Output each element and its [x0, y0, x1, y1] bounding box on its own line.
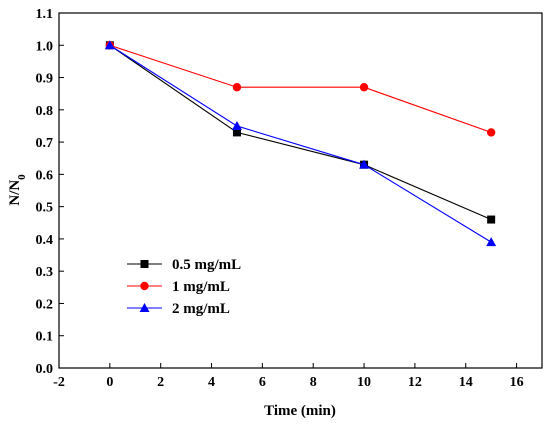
plot-frame [58, 12, 543, 369]
data-point [486, 128, 496, 137]
x-tick-label: 12 [408, 375, 422, 390]
x-tick-label: 0 [106, 375, 113, 390]
data-point [486, 237, 497, 247]
x-tick-label: 16 [510, 375, 524, 390]
x-tick-label: 2 [157, 375, 164, 390]
series-3 [104, 40, 497, 247]
x-tick-label: -2 [53, 375, 65, 390]
y-tick-label: 0.7 [36, 136, 54, 151]
y-axis: 0.0 0.1 0.2 0.3 0.4 0.5 0.6 0.7 0.8 0.9 1.0 1.1 [36, 7, 64, 377]
x-tick-label: 6 [259, 375, 266, 390]
y-axis-title: N/N0 [7, 174, 28, 206]
legend-marker [139, 303, 150, 312]
data-point [104, 40, 115, 50]
legend-item: 2 mg/mL [127, 301, 230, 317]
series-2 [105, 41, 496, 137]
legend-marker [140, 260, 149, 268]
data-point [359, 159, 370, 169]
data-point [487, 215, 496, 224]
legend-label: 0.5 mg/mL [172, 257, 241, 273]
x-axis-title: Time (min) [264, 403, 336, 419]
y-tick-label: 0.8 [36, 104, 54, 119]
legend-marker [140, 281, 149, 291]
y-tick-label: 0.9 [36, 72, 54, 87]
legend-label: 2 mg/mL [172, 301, 230, 317]
data-point [232, 128, 241, 137]
data-point [231, 120, 242, 130]
y-tick-label: 0.4 [36, 233, 54, 248]
series-line [109, 44, 492, 243]
legend: 0.5 mg/mL 1 mg/mL 2 mg/mL [127, 257, 241, 317]
y-tick-label: 0.3 [36, 265, 54, 280]
data-point [359, 83, 369, 92]
x-tick-label: 10 [357, 375, 371, 390]
y-tick-label: 0.2 [36, 297, 54, 312]
y-axis-title-subscript: 0 [16, 174, 28, 180]
y-axis-title-base: N/N [7, 180, 23, 206]
series-line [109, 44, 492, 221]
y-tick-label: 0.6 [36, 168, 54, 183]
series-layer [104, 40, 497, 247]
data-point [232, 83, 242, 92]
y-tick-label: 1.0 [36, 39, 54, 54]
y-tick-label: 0.1 [36, 330, 54, 345]
y-tick-label: 0.5 [36, 201, 54, 216]
x-tick-label: 8 [310, 375, 317, 390]
legend-item: 1 mg/mL [127, 279, 230, 295]
legend-item: 0.5 mg/mL [127, 257, 241, 273]
x-axis: -2 0 2 4 6 8 10 12 14 16 [53, 363, 524, 390]
y-tick-label: 0.0 [36, 362, 54, 377]
x-tick-label: 4 [208, 375, 215, 390]
y-tick-label: 1.1 [36, 7, 54, 22]
series-1 [105, 41, 496, 224]
legend-label: 1 mg/mL [172, 279, 230, 295]
x-tick-label: 14 [459, 375, 473, 390]
series-line [109, 44, 492, 133]
